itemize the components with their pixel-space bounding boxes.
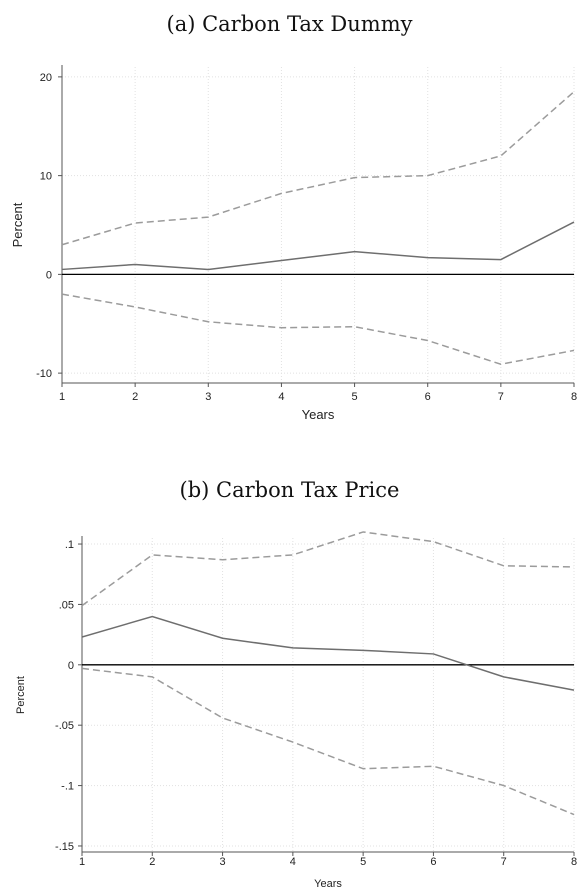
chart-a-estimate-line bbox=[61, 221, 575, 271]
chart-a-x-tick-label: 5 bbox=[352, 391, 358, 403]
chart-a-upper-ci-line bbox=[61, 91, 575, 246]
chart-b-estimate-line bbox=[81, 615, 575, 691]
chart-b-x-tick-label: 5 bbox=[360, 856, 366, 868]
chart-a-x-tick-label: 3 bbox=[205, 391, 211, 403]
chart-b-x-axis-title: Years bbox=[314, 878, 342, 890]
chart-a-x-tick-label: 6 bbox=[425, 391, 431, 403]
chart-a-x-tick-label: 7 bbox=[498, 391, 504, 403]
chart-a-title: (a) Carbon Tax Dummy bbox=[166, 12, 413, 36]
chart-b-x-tick-label: 7 bbox=[501, 856, 507, 868]
chart-b-y-tick-label: -.15 bbox=[55, 841, 74, 853]
chart-b-x-tick-label: 1 bbox=[79, 856, 85, 868]
chart-b-x-tick-label: 4 bbox=[290, 856, 296, 868]
chart-b-upper-ci-line bbox=[81, 531, 575, 607]
chart-a-x-tick-label: 8 bbox=[571, 391, 577, 403]
chart-b-y-tick-label: .05 bbox=[59, 599, 74, 611]
chart-b-y-axis-title: Percent bbox=[15, 676, 27, 714]
chart-a: -10 0 10 20 1 2 3 4 5 6 7 8 Years Percent bbox=[10, 65, 577, 422]
chart-b-y-tick-label: 0 bbox=[68, 660, 74, 672]
chart-a-x-tick-label: 4 bbox=[278, 391, 284, 403]
chart-b-x-tick-label: 8 bbox=[571, 856, 577, 868]
chart-a-lower-ci-line bbox=[61, 293, 575, 366]
chart-a-x-tick-label: 1 bbox=[59, 391, 65, 403]
chart-b: -.15 -.1 -.05 0 .05 .1 1 2 3 4 5 6 7 8 Years Percent bbox=[15, 531, 577, 890]
chart-a-y-tick-label: 10 bbox=[40, 171, 52, 183]
chart-b-y-tick-label: -.05 bbox=[55, 720, 74, 732]
chart-a-x-tick-label: 2 bbox=[132, 391, 138, 403]
chart-a-y-tick-label: 0 bbox=[46, 269, 52, 281]
chart-b-x-tick-label: 2 bbox=[149, 856, 155, 868]
chart-b-x-tick-label: 3 bbox=[220, 856, 226, 868]
chart-a-y-axis-title: Percent bbox=[10, 202, 25, 247]
chart-b-lower-ci-line bbox=[81, 667, 575, 816]
chart-a-y-tick-label: -10 bbox=[36, 368, 52, 380]
chart-a-y-tick-label: 20 bbox=[40, 72, 52, 84]
chart-b-title: (b) Carbon Tax Price bbox=[179, 478, 400, 502]
chart-a-x-axis-title: Years bbox=[302, 407, 335, 422]
chart-b-x-tick-label: 6 bbox=[430, 856, 436, 868]
chart-b-y-tick-label: .1 bbox=[65, 539, 74, 551]
chart-b-y-tick-label: -.1 bbox=[61, 781, 74, 793]
